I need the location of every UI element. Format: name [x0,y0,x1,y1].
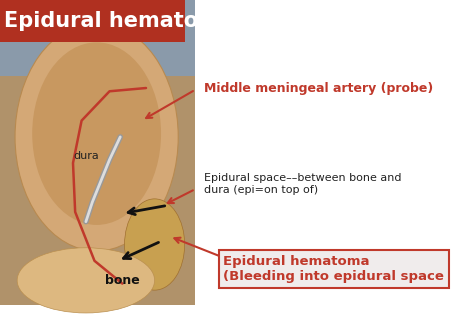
Text: Middle meningeal artery (probe): Middle meningeal artery (probe) [204,82,433,95]
FancyBboxPatch shape [0,0,185,42]
Text: bone: bone [105,274,140,287]
Ellipse shape [15,23,178,251]
Ellipse shape [32,42,161,225]
Text: dura: dura [73,152,99,161]
Ellipse shape [17,248,155,313]
Ellipse shape [125,199,185,290]
Text: Epidural hematoma: Epidural hematoma [4,11,234,31]
FancyBboxPatch shape [0,0,195,305]
Text: Epidural hematoma
(Bleeding into epidural space: Epidural hematoma (Bleeding into epidura… [223,255,444,283]
Text: Epidural space––between bone and
dura (epi=on top of): Epidural space––between bone and dura (e… [204,173,401,195]
FancyBboxPatch shape [0,0,195,76]
